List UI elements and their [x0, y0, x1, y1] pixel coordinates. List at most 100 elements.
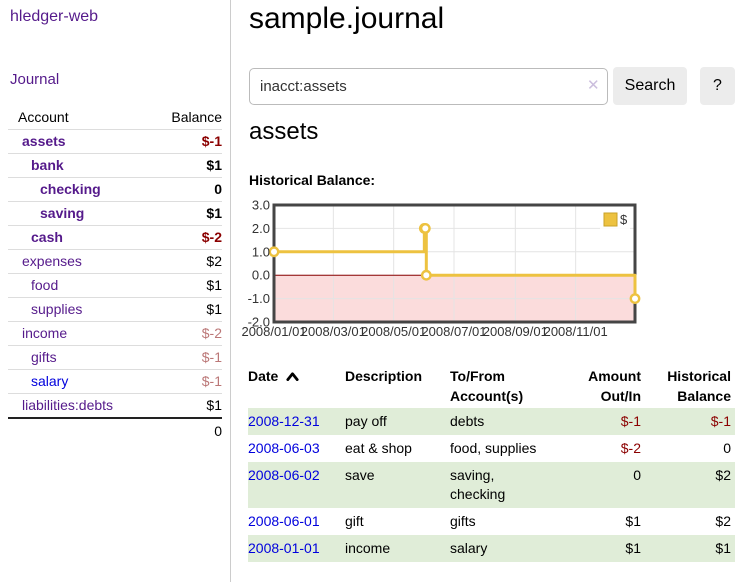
account-link[interactable]: supplies	[8, 298, 82, 321]
account-row: bank $1	[8, 153, 222, 177]
transaction-date-link[interactable]: 2008-06-02	[248, 467, 320, 483]
svg-text:-1.0: -1.0	[248, 291, 270, 306]
transaction-date-link[interactable]: 2008-06-01	[248, 513, 320, 529]
svg-text:2008/11/01: 2008/11/01	[544, 324, 608, 339]
transaction-amount: $-2	[558, 435, 645, 462]
transaction-accounts: salary	[450, 535, 558, 562]
transaction-description: eat & shop	[345, 435, 450, 462]
transaction-row: 2008-06-03 eat & shopfood, supplies$-20	[248, 435, 735, 462]
chart-legend: $	[600, 210, 630, 229]
register-column-header: Description	[345, 362, 450, 408]
account-balance: $1	[206, 274, 222, 297]
chart-heading: Historical Balance:	[249, 172, 375, 188]
register-column-header[interactable]: Date	[248, 362, 345, 408]
page-title: sample.journal	[249, 2, 444, 36]
transaction-description: gift	[345, 508, 450, 535]
transaction-accounts: saving, checking	[450, 462, 558, 508]
register-table: Date DescriptionTo/FromAccount(s)AmountO…	[248, 362, 735, 562]
svg-text:1.0: 1.0	[252, 244, 270, 259]
svg-text:$: $	[620, 212, 628, 227]
accounts-table-header: Account Balance	[8, 105, 222, 129]
transaction-accounts: food, supplies	[450, 435, 558, 462]
legend-swatch-icon	[604, 213, 617, 226]
account-link[interactable]: gifts	[8, 346, 57, 369]
account-balance: $-1	[202, 130, 222, 153]
accounts-header-account: Account	[18, 105, 69, 129]
accounts-total: 0	[214, 419, 222, 443]
search-button[interactable]: Search	[613, 67, 687, 105]
svg-text:2.0: 2.0	[252, 221, 270, 236]
clear-search-icon[interactable]: ✕	[587, 78, 600, 93]
transaction-date-link[interactable]: 2008-01-01	[248, 540, 320, 556]
account-row: gifts $-1	[8, 345, 222, 369]
account-balance: $1	[206, 394, 222, 417]
account-row: assets $-1	[8, 129, 222, 153]
transaction-balance: $1	[645, 535, 735, 562]
transaction-row: 2008-06-01 giftgifts$1$2	[248, 508, 735, 535]
account-link[interactable]: income	[8, 322, 67, 345]
transaction-description: pay off	[345, 408, 450, 435]
svg-text:2008/03/01: 2008/03/01	[301, 324, 366, 339]
account-row: expenses $2	[8, 249, 222, 273]
account-link[interactable]: salary	[8, 370, 68, 393]
svg-text:2008/09/01: 2008/09/01	[483, 324, 548, 339]
transaction-amount: 0	[558, 462, 645, 508]
hledger-web-screen: hledger-web Journal Account Balance asse…	[0, 0, 742, 582]
transaction-accounts: gifts	[450, 508, 558, 535]
transaction-balance: 0	[645, 435, 735, 462]
account-title: assets	[249, 118, 318, 146]
main-content: sample.journal ✕ Search ? assets Histori…	[248, 0, 742, 582]
transaction-balance: $-1	[645, 408, 735, 435]
nav-journal-link[interactable]: Journal	[10, 71, 59, 88]
account-row: food $1	[8, 273, 222, 297]
account-balance: 0	[214, 178, 222, 201]
accounts-table: Account Balance assets $-1 bank $1 checking 0…	[8, 105, 222, 443]
account-link[interactable]: liabilities:debts	[8, 394, 113, 417]
transaction-accounts: debts	[450, 408, 558, 435]
svg-text:3.0: 3.0	[252, 198, 270, 213]
accounts-header-balance: Balance	[171, 105, 222, 129]
account-balance: $-2	[202, 322, 222, 345]
account-row: supplies $1	[8, 297, 222, 321]
search-input[interactable]	[249, 68, 608, 105]
account-balance: $-1	[202, 370, 222, 393]
account-balance: $-2	[202, 226, 222, 249]
account-row: cash $-2	[8, 225, 222, 249]
account-balance: $1	[206, 298, 222, 321]
transaction-description: save	[345, 462, 450, 508]
transaction-date-link[interactable]: 2008-06-03	[248, 440, 320, 456]
transaction-row: 2008-06-02 savesaving, checking0$2	[248, 462, 735, 508]
account-link[interactable]: checking	[8, 178, 101, 201]
sidebar: hledger-web Journal Account Balance asse…	[0, 0, 231, 582]
transaction-balance: $2	[645, 462, 735, 508]
transaction-amount: $1	[558, 508, 645, 535]
help-button[interactable]: ?	[700, 67, 735, 105]
transaction-description: income	[345, 535, 450, 562]
register-column-header: HistoricalBalance	[645, 362, 735, 408]
transaction-balance: $2	[645, 508, 735, 535]
account-link[interactable]: bank	[8, 154, 64, 177]
register-column-header: AmountOut/In	[558, 362, 645, 408]
account-balance: $-1	[202, 346, 222, 369]
svg-text:0.0: 0.0	[252, 268, 270, 283]
account-link[interactable]: expenses	[8, 250, 82, 273]
account-link[interactable]: saving	[8, 202, 84, 225]
account-balance: $1	[206, 202, 222, 225]
account-row: salary $-1	[8, 369, 222, 393]
transaction-amount: $1	[558, 535, 645, 562]
transaction-date-link[interactable]: 2008-12-31	[248, 413, 320, 429]
historical-balance-chart: 3.02.01.00.0-1.0-2.02008/01/012008/03/01…	[248, 200, 742, 345]
transaction-amount: $-1	[558, 408, 645, 435]
account-balance: $1	[206, 154, 222, 177]
account-row: checking 0	[8, 177, 222, 201]
account-row: liabilities:debts $1	[8, 393, 222, 417]
svg-text:2008/07/01: 2008/07/01	[421, 324, 486, 339]
account-row: income $-2	[8, 321, 222, 345]
account-link[interactable]: cash	[8, 226, 63, 249]
transaction-row: 2008-12-31pay offdebts$-1$-1	[248, 408, 735, 435]
account-link[interactable]: food	[8, 274, 58, 297]
brand-link[interactable]: hledger-web	[10, 8, 98, 26]
svg-text:2008/01/01: 2008/01/01	[241, 324, 306, 339]
account-link[interactable]: assets	[8, 130, 66, 153]
account-balance: $2	[206, 250, 222, 273]
